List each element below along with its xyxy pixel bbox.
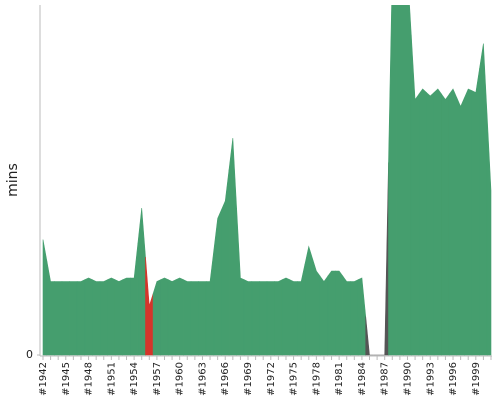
area-slice — [464, 88, 473, 356]
x-tick-label: #1999 — [471, 362, 482, 396]
area-slice — [145, 256, 154, 356]
area-slice — [319, 275, 329, 356]
area-slice — [327, 270, 336, 356]
area-slice — [266, 281, 275, 356]
area-slice — [357, 277, 367, 356]
area-slice — [418, 88, 427, 356]
x-tick-label: #1996 — [448, 362, 459, 396]
area-slice — [175, 277, 184, 356]
area-slice — [486, 116, 492, 356]
x-tick-label: #1966 — [220, 362, 231, 396]
area-slice — [114, 279, 124, 356]
area-slice — [130, 242, 139, 356]
area-slice — [167, 279, 177, 356]
area-slice — [281, 277, 291, 356]
area-slice — [274, 279, 283, 356]
area-slice — [365, 316, 374, 356]
area-slice — [297, 263, 306, 356]
area-slice — [99, 279, 108, 356]
area-slice — [251, 281, 260, 356]
area-slice — [46, 260, 55, 356]
x-tick-label: #1978 — [311, 362, 322, 396]
area-slice — [221, 169, 230, 356]
area-slice — [456, 97, 465, 356]
area-slice — [84, 277, 93, 356]
area-slice — [403, 5, 412, 356]
area-slice — [61, 281, 70, 356]
area-slice — [213, 209, 222, 356]
area-slice — [183, 279, 192, 356]
x-tick-label: #1969 — [243, 362, 254, 396]
area-slice — [448, 88, 458, 356]
area-slice — [137, 207, 146, 356]
area-slice — [289, 279, 298, 356]
area-slice — [335, 270, 344, 356]
area-slice — [410, 34, 420, 356]
area-slice — [380, 162, 389, 356]
x-tick-label: #1984 — [357, 362, 368, 396]
area-slice — [388, 5, 397, 356]
area-slice — [76, 279, 86, 356]
area-slice — [243, 279, 253, 356]
x-tick-label: #1960 — [175, 362, 186, 396]
x-tick-label: #1942 — [38, 362, 49, 396]
area-slice — [54, 281, 63, 356]
area-slice — [304, 245, 313, 356]
area-slice — [441, 93, 450, 356]
area-slice — [122, 277, 131, 356]
area-slice — [312, 258, 321, 356]
x-tick-label: #1972 — [266, 362, 277, 396]
area-slice — [160, 277, 169, 356]
area-slice — [236, 207, 245, 356]
y-tick-label: 0 — [26, 348, 33, 361]
area-slice — [471, 67, 480, 356]
area-slice — [479, 43, 488, 356]
area-slice — [190, 281, 199, 356]
x-tick-label: #1981 — [334, 362, 345, 396]
x-tick-label: #1993 — [425, 362, 436, 396]
area-slice — [395, 5, 404, 356]
area-slice — [350, 279, 359, 356]
x-tick-label: #1945 — [61, 362, 72, 396]
area-slice — [42, 239, 48, 356]
area-slice — [69, 281, 78, 356]
x-tick-label: #1987 — [380, 362, 391, 396]
area-slice — [228, 137, 237, 356]
x-tick-label: #1951 — [106, 362, 117, 396]
y-axis-label: mins — [5, 163, 21, 197]
x-tick-label: #1963 — [197, 362, 208, 396]
x-tick-label: #1990 — [402, 362, 413, 396]
x-tick-label: #1957 — [152, 362, 163, 396]
area-slice — [152, 279, 161, 356]
x-tick-label: #1948 — [84, 362, 95, 396]
x-tick-label: #1954 — [129, 362, 140, 396]
area-slice — [92, 279, 101, 356]
area-slice — [205, 249, 215, 356]
area-slice — [433, 88, 442, 356]
area-slice — [259, 281, 268, 356]
area-slice — [198, 281, 207, 356]
area-slice — [342, 275, 351, 356]
area-slice — [426, 91, 435, 356]
x-tick-label: #1975 — [289, 362, 300, 396]
area-slice — [107, 277, 116, 356]
